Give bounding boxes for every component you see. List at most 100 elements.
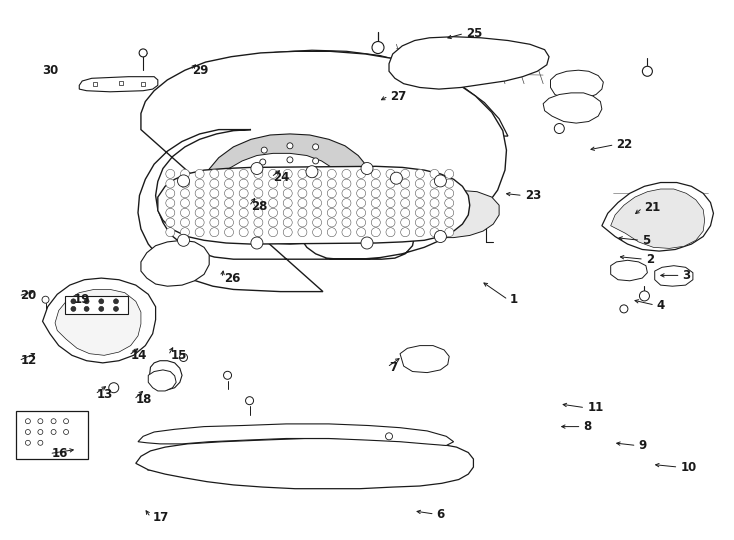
Circle shape xyxy=(64,418,68,424)
Circle shape xyxy=(38,418,43,424)
Circle shape xyxy=(357,228,366,237)
Circle shape xyxy=(181,170,189,178)
Circle shape xyxy=(430,199,439,207)
Circle shape xyxy=(239,170,248,178)
Circle shape xyxy=(283,199,292,207)
Polygon shape xyxy=(214,153,344,227)
Text: 21: 21 xyxy=(644,201,661,214)
Circle shape xyxy=(254,218,263,227)
Circle shape xyxy=(445,228,454,237)
Circle shape xyxy=(26,429,30,435)
Text: 30: 30 xyxy=(43,64,59,77)
Circle shape xyxy=(64,429,68,435)
Circle shape xyxy=(357,189,366,198)
Circle shape xyxy=(26,440,30,445)
Circle shape xyxy=(386,189,395,198)
Circle shape xyxy=(239,218,248,227)
Polygon shape xyxy=(158,166,470,244)
Text: 11: 11 xyxy=(587,401,603,414)
Circle shape xyxy=(327,199,336,207)
Circle shape xyxy=(342,199,351,207)
Circle shape xyxy=(246,397,253,404)
Circle shape xyxy=(445,189,454,198)
Circle shape xyxy=(261,147,267,153)
Circle shape xyxy=(401,179,410,188)
Circle shape xyxy=(254,170,263,178)
Circle shape xyxy=(327,218,336,227)
Bar xyxy=(141,82,145,86)
Text: 16: 16 xyxy=(51,447,68,460)
Circle shape xyxy=(401,189,410,198)
Circle shape xyxy=(51,429,56,435)
Circle shape xyxy=(554,124,564,133)
Circle shape xyxy=(166,179,175,188)
Text: 9: 9 xyxy=(639,439,647,452)
Circle shape xyxy=(327,208,336,217)
Text: 15: 15 xyxy=(170,349,186,362)
Circle shape xyxy=(181,199,189,207)
Circle shape xyxy=(401,208,410,217)
Circle shape xyxy=(415,218,424,227)
Circle shape xyxy=(298,199,307,207)
Circle shape xyxy=(195,170,204,178)
Text: 28: 28 xyxy=(251,200,267,213)
Circle shape xyxy=(166,170,175,178)
Circle shape xyxy=(42,296,49,303)
Circle shape xyxy=(327,179,336,188)
Circle shape xyxy=(298,179,307,188)
Polygon shape xyxy=(400,346,449,373)
Circle shape xyxy=(178,175,189,187)
Circle shape xyxy=(285,167,291,174)
Text: 2: 2 xyxy=(646,253,654,266)
Polygon shape xyxy=(158,50,508,136)
Polygon shape xyxy=(148,370,176,391)
Text: 20: 20 xyxy=(21,289,37,302)
Circle shape xyxy=(313,199,321,207)
Circle shape xyxy=(385,433,393,440)
Circle shape xyxy=(166,189,175,198)
Circle shape xyxy=(258,171,264,177)
Text: 7: 7 xyxy=(389,361,397,374)
Circle shape xyxy=(181,179,189,188)
Circle shape xyxy=(313,228,321,237)
Circle shape xyxy=(71,299,76,304)
Circle shape xyxy=(445,199,454,207)
Circle shape xyxy=(298,208,307,217)
Text: 3: 3 xyxy=(683,269,691,282)
Circle shape xyxy=(342,189,351,198)
Circle shape xyxy=(239,179,248,188)
Text: 10: 10 xyxy=(680,461,697,474)
Circle shape xyxy=(239,189,248,198)
Text: 1: 1 xyxy=(510,293,518,306)
Circle shape xyxy=(327,170,336,178)
Circle shape xyxy=(313,208,321,217)
Circle shape xyxy=(254,199,263,207)
Circle shape xyxy=(178,234,189,246)
Polygon shape xyxy=(65,296,128,314)
Circle shape xyxy=(99,299,103,304)
Circle shape xyxy=(283,189,292,198)
Circle shape xyxy=(99,306,103,312)
Polygon shape xyxy=(138,424,454,446)
Circle shape xyxy=(415,208,424,217)
Circle shape xyxy=(180,354,187,361)
Circle shape xyxy=(283,208,292,217)
Circle shape xyxy=(109,383,119,393)
Circle shape xyxy=(269,170,277,178)
Circle shape xyxy=(313,218,321,227)
Circle shape xyxy=(166,228,175,237)
Circle shape xyxy=(386,228,395,237)
Polygon shape xyxy=(611,189,705,248)
Circle shape xyxy=(371,228,380,237)
Circle shape xyxy=(298,218,307,227)
Circle shape xyxy=(71,306,76,312)
Circle shape xyxy=(313,179,321,188)
Circle shape xyxy=(195,199,204,207)
Polygon shape xyxy=(138,51,506,292)
Circle shape xyxy=(445,208,454,217)
Circle shape xyxy=(166,208,175,217)
Circle shape xyxy=(435,175,446,187)
Text: 25: 25 xyxy=(466,27,482,40)
Polygon shape xyxy=(389,37,549,89)
Circle shape xyxy=(313,189,321,198)
